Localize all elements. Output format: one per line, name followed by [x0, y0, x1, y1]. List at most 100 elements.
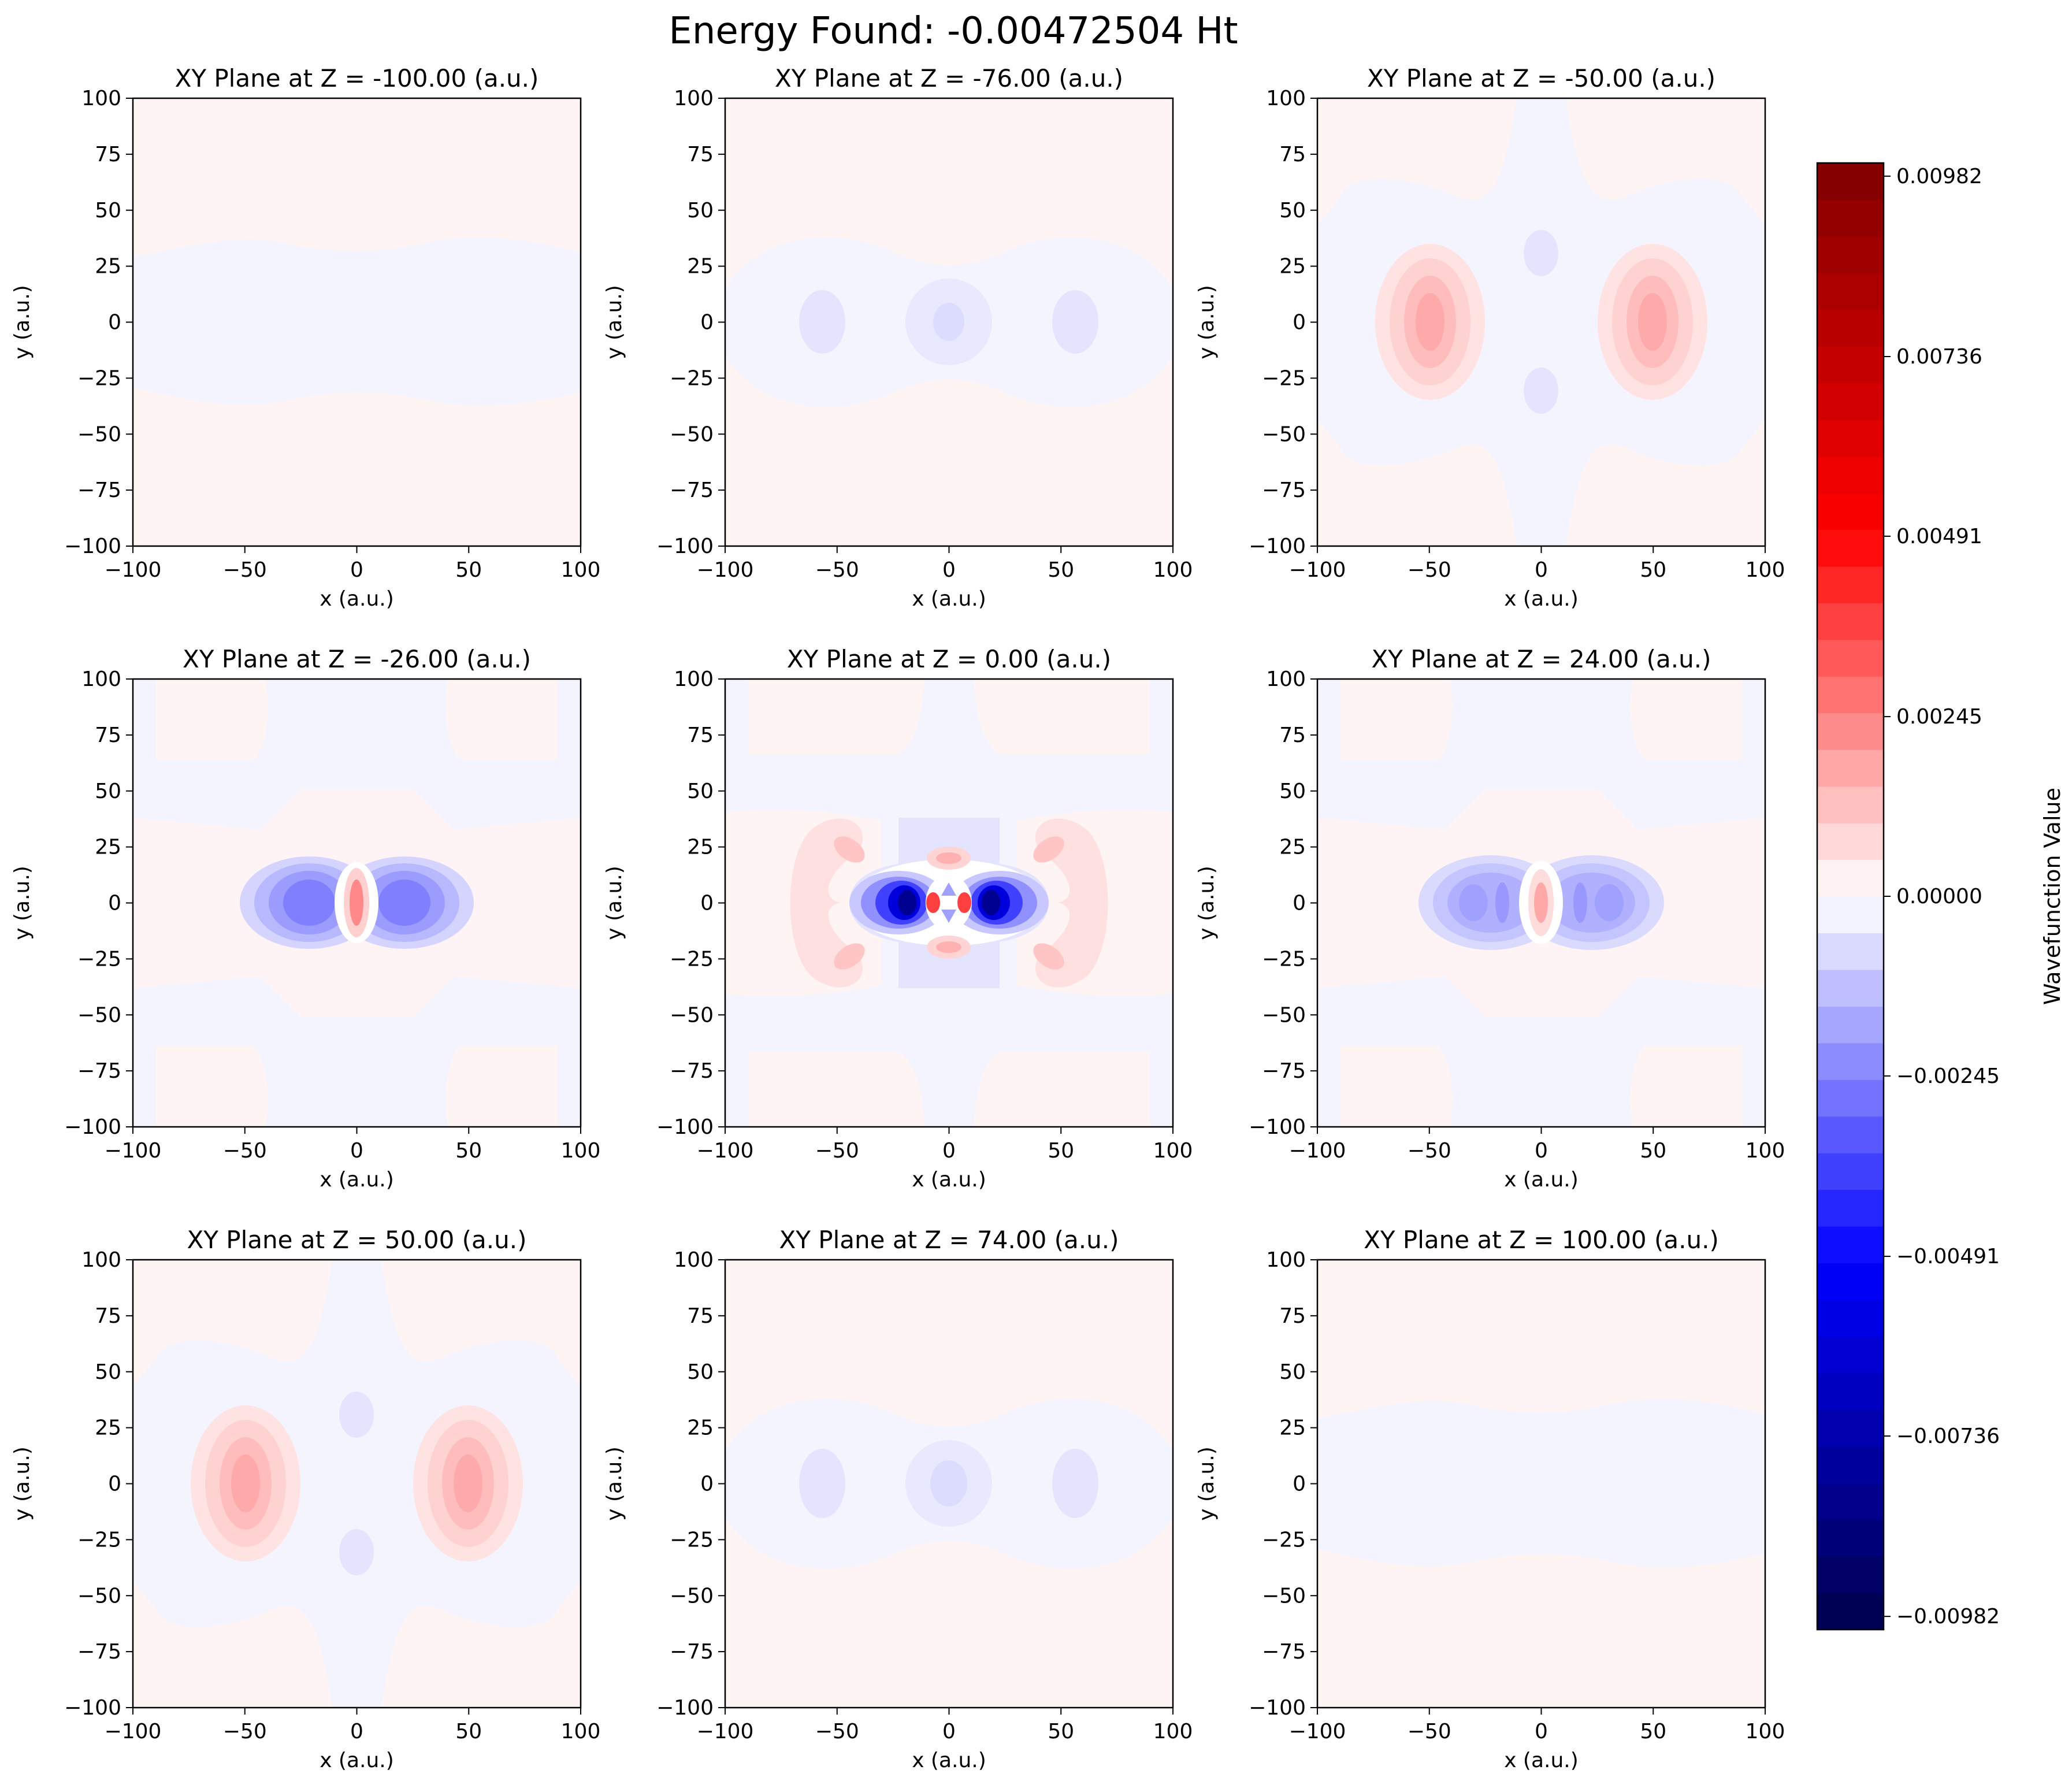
axes-2: XY Plane at Z = -50.00 (a.u.) −100 −50 0 50 1…: [1195, 64, 1785, 611]
x-tick-label: 100: [561, 1139, 601, 1163]
y-tick-label: −75: [77, 1640, 121, 1664]
colorbar-band: [1817, 750, 1884, 787]
x-axis-label: x (a.u.): [1504, 1168, 1579, 1192]
y-tick-label: 100: [674, 87, 714, 110]
x-tick-label: −50: [815, 1720, 859, 1743]
y-tick-label: 75: [95, 1304, 121, 1328]
subplot-z-100: [1317, 1260, 1765, 1708]
x-tick-label: −50: [1408, 1139, 1451, 1163]
subplot-title: XY Plane at Z = -26.00 (a.u.): [183, 645, 531, 673]
colorbar-band: [1817, 236, 1884, 273]
y-tick-label: −75: [670, 1059, 714, 1083]
y-tick-label: 100: [1266, 87, 1306, 110]
y-tick-label: 100: [81, 1248, 121, 1272]
x-tick-label: 0: [350, 1139, 363, 1163]
x-tick-label: 0: [942, 1720, 956, 1743]
colorbar-band: [1817, 1519, 1884, 1557]
x-tick-label: −100: [697, 1720, 754, 1743]
y-axis-label: y (a.u.): [1195, 285, 1219, 359]
subplot-z-24: [1317, 679, 1765, 1127]
y-tick-label: −100: [64, 1115, 121, 1139]
y-tick-label: −50: [670, 422, 714, 446]
y-tick-label: −25: [1262, 1528, 1306, 1552]
x-tick-label: −50: [223, 1139, 267, 1163]
y-tick-label: −50: [1262, 1584, 1306, 1608]
heatmap-field: [1317, 1260, 1765, 1708]
colorbar-tick-label: 0.00245: [1896, 705, 1982, 729]
y-tick-label: −50: [1262, 1003, 1306, 1027]
axes-8: XY Plane at Z = 100.00 (a.u.) −100 −50 0 50 1…: [1195, 1226, 1785, 1772]
y-tick-label: 75: [1279, 143, 1306, 166]
colorbar-band: [1817, 1116, 1884, 1153]
y-axis-label: y (a.u.): [1195, 866, 1219, 940]
y-tick-label: 75: [95, 724, 121, 747]
x-axis-label: x (a.u.): [912, 1749, 986, 1772]
y-tick-label: −100: [1249, 1696, 1306, 1720]
colorbar-ticks: 0.00982 0.00736 0.00491 0.00245 0.00000 −0.00…: [1884, 165, 2000, 1628]
heatmap-field: [133, 98, 581, 546]
axes-1: XY Plane at Z = -76.00 (a.u.) −100 −50 0 50 1…: [603, 64, 1193, 611]
y-tick-label: −25: [77, 947, 121, 971]
x-tick-label: 0: [1535, 1139, 1548, 1163]
colorbar-band: [1817, 566, 1884, 603]
colorbar-label: Wavefunction Value: [2040, 788, 2061, 1005]
y-tick-label: −75: [670, 1640, 714, 1664]
heatmap-field: [1317, 98, 1765, 546]
y-tick-label: 75: [95, 143, 121, 166]
y-tick-label: 50: [687, 780, 714, 803]
colorbar-band: [1817, 639, 1884, 677]
colorbar-band: [1817, 603, 1884, 640]
axes-0: XY Plane at Z = -100.00 (a.u.) −100 −50 0 50…: [10, 64, 600, 611]
colorbar-band: [1817, 676, 1884, 714]
y-tick-label: 0: [700, 311, 714, 335]
subplot-title: XY Plane at Z = -76.00 (a.u.): [775, 64, 1123, 92]
x-axis-label: x (a.u.): [1504, 1749, 1579, 1772]
axes-7: XY Plane at Z = 74.00 (a.u.) −100 −50 0 50 10…: [603, 1226, 1193, 1772]
x-tick-label: 0: [1535, 1720, 1548, 1743]
heatmap-field: [133, 1260, 581, 1708]
colorbar-band: [1817, 1079, 1884, 1117]
x-tick-label: −100: [697, 558, 754, 582]
y-tick-label: 75: [1279, 724, 1306, 747]
colorbar-band: [1817, 969, 1884, 1007]
colorbar-band: [1817, 456, 1884, 494]
x-tick-label: −50: [223, 1720, 267, 1743]
y-tick-label: −100: [64, 1696, 121, 1720]
subplot-title: XY Plane at Z = -50.00 (a.u.): [1367, 64, 1715, 92]
x-tick-label: 50: [455, 1720, 482, 1743]
colorbar-band: [1817, 163, 1884, 201]
y-tick-label: 25: [95, 836, 121, 859]
subplot-z-neg76: [725, 98, 1173, 546]
axes-4: XY Plane at Z = 0.00 (a.u.) −100 −50 0 50 100…: [603, 645, 1193, 1192]
x-tick-label: 50: [1640, 1720, 1666, 1743]
figure-suptitle: Energy Found: -0.00472504 Ht: [669, 10, 1238, 53]
axes-3: XY Plane at Z = -26.00 (a.u.) −100 −50 0 50 1…: [10, 645, 600, 1192]
colorbar-band: [1817, 933, 1884, 970]
x-tick-label: 50: [1640, 1139, 1666, 1163]
x-axis-label: x (a.u.): [320, 1749, 394, 1772]
x-axis-label: x (a.u.): [912, 587, 986, 611]
x-tick-label: 0: [942, 1139, 956, 1163]
y-tick-label: −100: [64, 535, 121, 558]
y-tick-label: 25: [687, 255, 714, 279]
x-tick-label: 50: [1048, 1139, 1074, 1163]
x-tick-label: −100: [105, 1720, 162, 1743]
y-axis-label: y (a.u.): [10, 866, 34, 940]
colorbar-band: [1817, 859, 1884, 897]
y-tick-label: 25: [1279, 1416, 1306, 1440]
x-tick-label: 100: [561, 558, 601, 582]
colorbar-band: [1817, 346, 1884, 384]
colorbar-tick-label: −0.00491: [1896, 1245, 2000, 1268]
colorbar-band: [1817, 493, 1884, 530]
colorbar-bands: [1817, 163, 1884, 1630]
y-tick-label: 50: [95, 780, 121, 803]
colorbar-tick-label: 0.00491: [1896, 525, 1982, 548]
subplot-title: XY Plane at Z = -100.00 (a.u.): [175, 64, 539, 92]
x-tick-label: 0: [350, 558, 363, 582]
y-tick-label: −75: [1262, 1059, 1306, 1083]
y-tick-label: −25: [670, 366, 714, 390]
x-tick-label: −100: [1289, 558, 1346, 582]
colorbar-band: [1817, 1372, 1884, 1410]
x-tick-label: −100: [1289, 1139, 1346, 1163]
x-tick-label: 0: [350, 1720, 363, 1743]
